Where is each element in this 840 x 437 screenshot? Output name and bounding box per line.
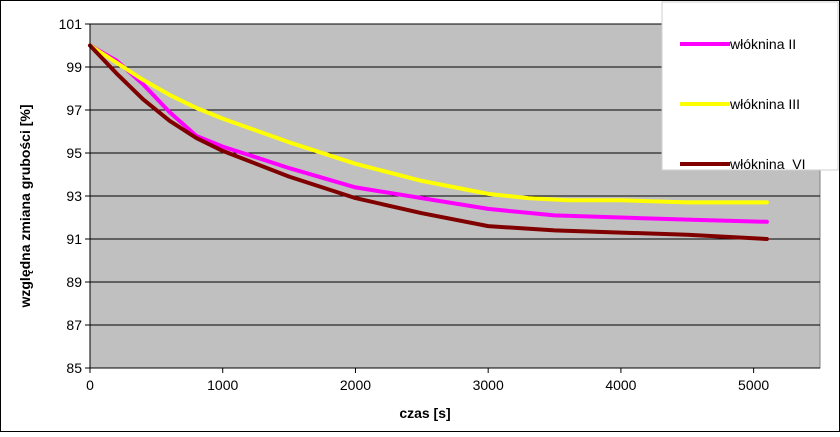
series-line-1 — [88, 43, 769, 224]
tick-labels: 85 87 89 91 93 95 97 99 101 0 1000 2000 3000 4000 5000 — [59, 16, 770, 393]
x-axis-label: czas [s] — [399, 405, 450, 421]
y-tick-label: 85 — [66, 360, 82, 376]
y-tick-label: 91 — [66, 231, 82, 247]
axes — [85, 23, 820, 373]
y-tick-label: 89 — [66, 274, 82, 290]
legend-label: włóknina VI — [729, 156, 805, 172]
series-line-3 — [88, 43, 769, 241]
x-tick-label: 5000 — [738, 377, 769, 393]
x-tick-label: 4000 — [605, 377, 636, 393]
y-tick-label: 99 — [66, 59, 82, 75]
legend-box — [661, 1, 839, 171]
x-tick-label: 3000 — [473, 377, 504, 393]
x-tick-label: 1000 — [207, 377, 238, 393]
legend-label: włóknina III — [729, 96, 800, 112]
y-tick-label: 93 — [66, 188, 82, 204]
legend: włóknina II włóknina III włóknina VI — [661, 1, 839, 172]
y-axis-label: względna zmiana grubości [%] — [17, 104, 33, 308]
y-tick-label: 87 — [66, 317, 82, 333]
legend-label: włóknina II — [729, 36, 796, 52]
x-tick-label: 0 — [86, 377, 94, 393]
series-lines — [88, 43, 769, 241]
y-tick-label: 101 — [59, 16, 83, 32]
y-tick-label: 97 — [66, 102, 82, 118]
series-line-2 — [88, 43, 769, 205]
y-tick-label: 95 — [66, 145, 82, 161]
x-tick-label: 2000 — [340, 377, 371, 393]
